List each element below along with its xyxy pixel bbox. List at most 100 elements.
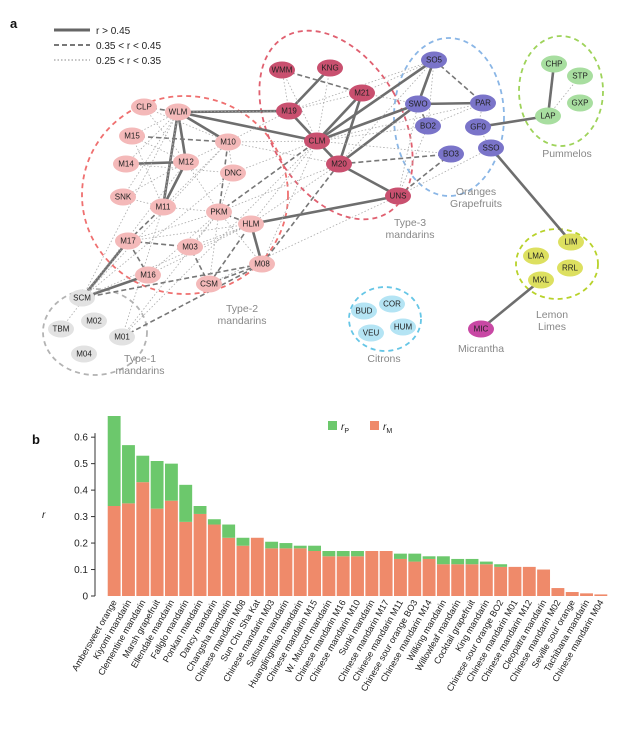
bar-rM-3 [150,508,164,596]
edge-PKM-CLM [218,140,318,213]
group-labels: Type-1mandarinsType-2mandarinsType-3mand… [115,148,591,377]
bar-rM-29 [522,566,536,596]
node-COR: COR [379,295,405,313]
group-label-type1-0: Type-1 [124,353,156,365]
node-label-HUM: HUM [394,323,413,332]
edge-CLM-M21 [316,92,363,142]
edge-M19-WLM [177,110,290,113]
y-tick-label-2: 0.2 [74,539,88,550]
node-M01: M01 [109,328,135,346]
edge-DNC-CLM [232,140,318,174]
node-M17: M17 [115,232,141,250]
edge-M21-SWO [361,92,419,105]
edge-CSM-HLM [208,223,252,285]
node-shape-M15 [119,127,145,145]
group-label-oranges-0: Oranges [456,186,496,198]
bar-rM-13 [293,548,307,596]
panel-a-letter: a [10,16,18,31]
edge-UNS-BO2 [397,125,429,197]
bar-rP-1 [122,445,135,504]
bar-rM-24 [451,564,465,596]
node-label-M04: M04 [76,350,92,359]
node-label-CLM: CLM [309,137,326,146]
edge-WLM-M19 [177,109,290,114]
node-shape-LAP [535,107,561,125]
node-shape-TBM [48,320,74,338]
node-LMA: LMA [523,247,549,265]
group-label-pummelos-0: Pummelos [542,148,592,160]
node-shape-SWO [405,95,431,113]
bar-rM-11 [265,548,279,596]
node-shape-BO2 [415,117,441,135]
bar-rP-24 [451,558,465,565]
edge-M19-SO5 [288,59,435,112]
bar-rP-4 [164,463,178,501]
node-M20: M20 [326,155,352,173]
node-shape-M21 [349,84,375,102]
y-tick-label-5: 0.5 [74,459,88,470]
bar-rP-25 [465,558,479,565]
node-label-M11: M11 [156,203,172,212]
y-axis: 0 0.1 0.2 0.3 0.4 0.5 0.6 [74,433,96,603]
node-shape-SCM [69,289,95,307]
node-GXP: GXP [567,94,593,112]
network-nodes: SCM TBM M02 M04 M01 CLP WLM M15 M10 M14 M12 DNC SNK M… [48,51,593,363]
bars [107,416,608,596]
bar-rM-10 [250,537,264,596]
node-KNG: KNG [317,59,343,77]
node-label-M20: M20 [331,160,347,169]
bar-rP-0 [107,416,121,506]
node-label-M02: M02 [86,317,102,326]
node-M08: M08 [249,255,275,273]
bar-rP-16 [336,551,350,557]
bar-rP-14 [308,545,321,551]
group-label-type2-1: mandarins [217,315,266,327]
node-label-HLM: HLM [243,220,260,229]
bar-rP-3 [150,461,164,509]
node-label-SCM: SCM [73,294,91,303]
bar-rM-30 [537,569,551,596]
node-label-COR: COR [383,300,401,309]
node-BUD: BUD [351,302,377,320]
node-label-GXP: GXP [572,99,589,108]
node-shape-M01 [109,328,135,346]
node-shape-KNG [317,59,343,77]
bar-rP-13 [293,545,307,549]
node-shape-M04 [71,345,97,363]
edge-SNK-M12 [122,161,187,198]
node-label-M10: M10 [220,138,236,147]
node-shape-BO3 [438,145,464,163]
node-shape-LIM [558,233,584,251]
node-label-M12: M12 [178,158,194,167]
node-shape-M20 [326,155,352,173]
bar-rM-4 [164,500,178,596]
node-TBM: TBM [48,320,74,338]
node-M21: M21 [349,84,375,102]
edge-M11-M10 [162,141,229,208]
bar-rP-22 [422,556,436,559]
node-label-STP: STP [572,72,588,81]
edge-CLM-PAR [316,102,484,142]
group-ellipse-citrons [348,286,422,352]
node-M14: M14 [113,155,139,173]
node-HLM: HLM [238,215,264,233]
edge-SCM-M08 [81,263,263,299]
group-ellipses [42,29,604,376]
node-SO5: SO5 [421,51,447,69]
node-shape-CSM [196,275,222,293]
edge-M17-PKM [127,211,220,242]
node-shape-M02 [81,312,107,330]
edge-M08-CLM [261,140,318,265]
node-STP: STP [567,67,593,85]
node-label-SWO: SWO [408,100,427,109]
node-label-MIC: MIC [474,325,489,334]
node-shape-STP [567,67,593,85]
node-shape-HLM [238,215,264,233]
node-HUM: HUM [390,318,416,336]
node-shape-SSO [478,139,504,157]
node-shape-PKM [206,203,232,221]
node-label-GF0: GF0 [470,123,486,132]
bar-rM-6 [193,513,207,596]
bar-rM-28 [508,566,522,596]
bar-rM-7 [207,524,221,596]
